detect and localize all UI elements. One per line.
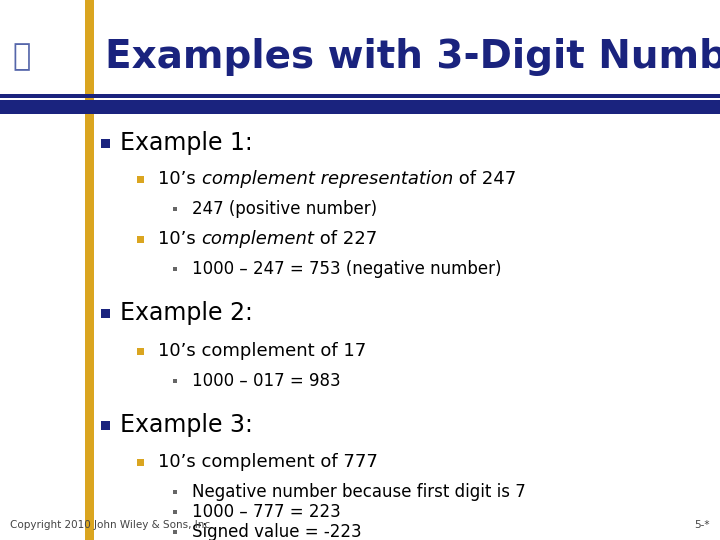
Bar — [0, 94, 720, 98]
Bar — [0, 100, 720, 114]
Text: 1000 – 777 = 223: 1000 – 777 = 223 — [192, 503, 341, 521]
Text: 5-*: 5-* — [695, 520, 710, 530]
Text: complement: complement — [202, 230, 315, 248]
Bar — [173, 267, 177, 271]
Bar — [101, 308, 109, 318]
Text: complement representation: complement representation — [202, 170, 453, 188]
Text: 10’s: 10’s — [158, 230, 202, 248]
Bar — [173, 530, 177, 534]
Bar — [0, 0, 720, 100]
Text: 247 (positive number): 247 (positive number) — [192, 200, 377, 218]
Bar — [173, 379, 177, 383]
Bar — [137, 176, 143, 183]
Bar — [173, 490, 177, 494]
Bar — [137, 235, 143, 242]
Text: 10’s complement of 777: 10’s complement of 777 — [158, 453, 378, 471]
Text: 1000 – 017 = 983: 1000 – 017 = 983 — [192, 372, 341, 390]
Text: ⛹: ⛹ — [12, 43, 30, 71]
Text: 10’s complement of 17: 10’s complement of 17 — [158, 342, 366, 360]
Text: Negative number because first digit is 7: Negative number because first digit is 7 — [192, 483, 526, 501]
Bar — [85, 0, 94, 540]
Bar — [173, 510, 177, 514]
Text: Example 3:: Example 3: — [120, 413, 253, 437]
Text: Example 1:: Example 1: — [120, 131, 253, 155]
Text: of 227: of 227 — [315, 230, 377, 248]
Text: Signed value = -223: Signed value = -223 — [192, 523, 361, 540]
Bar — [101, 138, 109, 147]
Text: 1000 – 247 = 753 (negative number): 1000 – 247 = 753 (negative number) — [192, 260, 502, 278]
Bar — [173, 207, 177, 211]
Bar — [137, 458, 143, 465]
Bar — [101, 421, 109, 429]
Text: 10’s: 10’s — [158, 170, 202, 188]
Text: Examples with 3-Digit Numbers: Examples with 3-Digit Numbers — [105, 38, 720, 76]
Text: Copyright 2010 John Wiley & Sons, Inc: Copyright 2010 John Wiley & Sons, Inc — [10, 520, 210, 530]
Bar — [137, 348, 143, 354]
Text: of 247: of 247 — [453, 170, 516, 188]
Text: Example 2:: Example 2: — [120, 301, 253, 325]
